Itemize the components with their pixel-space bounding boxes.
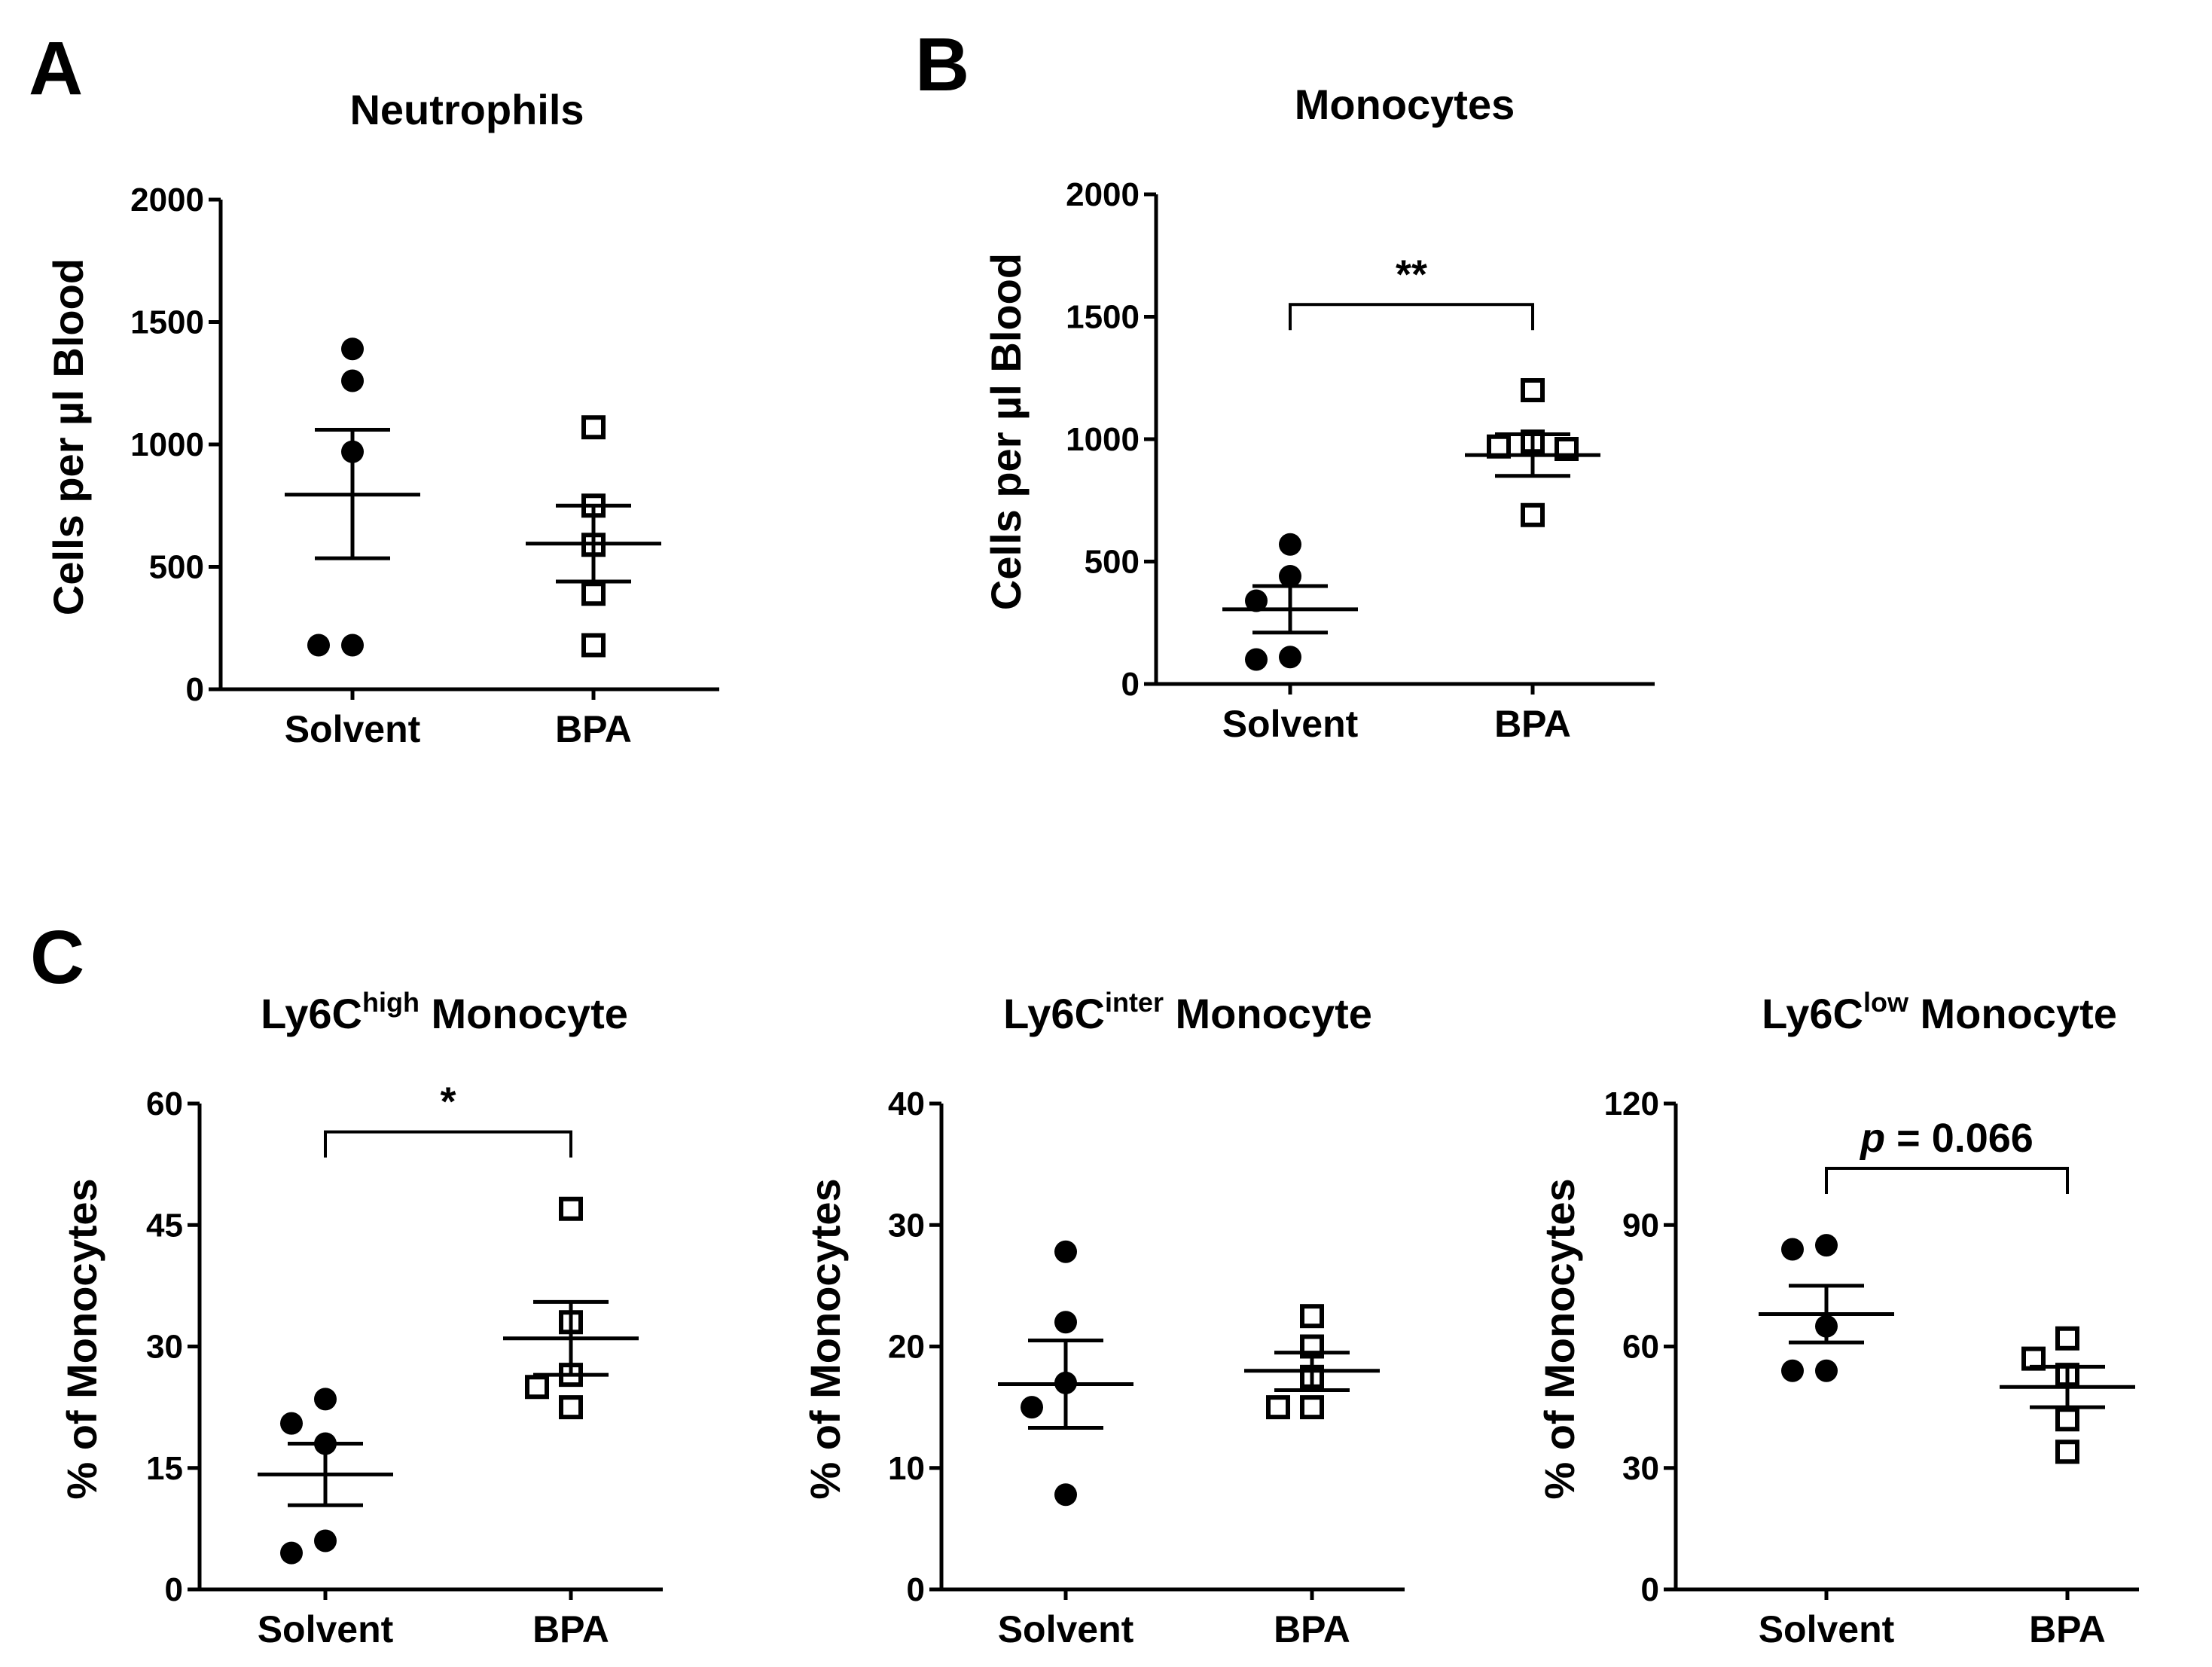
data-point-solvent <box>341 337 364 361</box>
data-point-solvent <box>1279 565 1301 588</box>
y-tick-label: 20 <box>888 1329 925 1366</box>
data-point-bpa <box>581 633 606 658</box>
data-point-solvent <box>314 1388 337 1411</box>
y-tick-label: 1500 <box>130 304 204 341</box>
y-tick-label: 1500 <box>1066 299 1140 336</box>
data-point-bpa <box>1521 378 1545 402</box>
data-point-bpa <box>559 1196 583 1221</box>
data-point-bpa <box>525 1375 549 1400</box>
data-point-bpa <box>1300 1304 1324 1329</box>
y-axis-label: % of Monocytes <box>801 1178 849 1499</box>
x-tick-label: BPA <box>532 1608 609 1650</box>
y-tick-label: 0 <box>1641 1571 1659 1608</box>
x-tick-label: BPA <box>2029 1608 2106 1650</box>
y-tick-label: 1000 <box>130 426 204 463</box>
chart-c3: Ly6Clow Monocyte 0 30 60 90 120 % of Monocytes… <box>1536 987 2139 1650</box>
y-axis-label: Cells per µl Blood <box>44 258 92 615</box>
y-tick-label: 40 <box>888 1085 925 1122</box>
significance-bracket <box>324 1130 572 1158</box>
y-tick-label: 0 <box>186 671 204 708</box>
significance-label: ** <box>1396 252 1427 297</box>
y-tick-label: 500 <box>149 549 204 586</box>
data-point-bpa <box>1300 1395 1324 1420</box>
y-tick-label: 60 <box>1622 1329 1659 1366</box>
y-tick-label: 45 <box>146 1207 183 1244</box>
y-axis-label: % of Monocytes <box>1536 1178 1583 1499</box>
data-point-bpa <box>559 1395 583 1420</box>
x-tick-label: Solvent <box>998 1608 1134 1650</box>
y-tick-label: 10 <box>888 1450 925 1487</box>
y-tick-label: 120 <box>1604 1085 1659 1122</box>
x-tick-label: BPA <box>1274 1608 1350 1650</box>
data-point-solvent <box>1054 1240 1077 1263</box>
data-point-solvent <box>280 1541 303 1565</box>
x-tick-label: BPA <box>555 708 632 750</box>
data-point-solvent <box>1021 1396 1043 1419</box>
y-tick-label: 90 <box>1622 1207 1659 1244</box>
y-tick-label: 0 <box>907 1571 925 1608</box>
data-point-solvent <box>280 1412 303 1435</box>
chart-b: Monocytes 0 500 1000 1500 2000 Cells per µl Bl… <box>982 81 1655 745</box>
data-point-bpa <box>581 582 606 606</box>
data-point-solvent <box>341 634 364 657</box>
data-point-solvent <box>1054 1483 1077 1507</box>
data-point-bpa <box>1521 502 1545 527</box>
y-tick-label: 1000 <box>1066 421 1140 458</box>
chart-title: Ly6Clow Monocyte <box>1762 987 2117 1037</box>
y-tick-label: 500 <box>1085 544 1140 581</box>
data-point-bpa <box>2055 1407 2079 1432</box>
chart-title: Ly6Chigh Monocyte <box>261 987 628 1037</box>
data-point-bpa <box>1266 1395 1290 1420</box>
data-point-solvent <box>307 634 330 657</box>
y-tick-label: 30 <box>1622 1450 1659 1487</box>
data-point-solvent <box>1245 648 1268 671</box>
data-point-bpa <box>2055 1326 2079 1351</box>
panel-letter-a: A <box>29 26 83 111</box>
x-tick-label: Solvent <box>1222 703 1359 745</box>
chart-title: Ly6Cinter Monocyte <box>1003 987 1372 1037</box>
y-tick-label: 2000 <box>130 182 204 218</box>
data-point-solvent <box>1054 1311 1077 1334</box>
data-point-bpa <box>1555 437 1579 461</box>
y-tick-label: 0 <box>165 1571 183 1608</box>
y-tick-label: 30 <box>888 1207 925 1244</box>
chart-a: Neutrophils 0 500 1000 1500 2000 Cells per µl … <box>44 86 719 750</box>
x-tick-label: Solvent <box>258 1608 394 1650</box>
chart-c2: Ly6Cinter Monocyte 0 10 20 30 40 % of Monocyte… <box>801 987 1405 1650</box>
y-axis-label: % of Monocytes <box>58 1178 105 1499</box>
chart-title: Monocytes <box>1295 81 1515 128</box>
data-point-solvent <box>1781 1238 1804 1261</box>
data-point-bpa <box>2055 1440 2079 1464</box>
data-point-solvent <box>1279 533 1301 556</box>
significance-label: * <box>440 1079 456 1125</box>
y-axis-label: Cells per µl Blood <box>982 253 1030 610</box>
significance-label: p = 0.066 <box>1859 1116 2034 1161</box>
x-tick-label: BPA <box>1494 703 1571 745</box>
x-tick-label: Solvent <box>285 708 421 750</box>
data-point-solvent <box>1245 589 1268 612</box>
chart-c1: Ly6Chigh Monocyte 0 15 30 45 60 % of Monocytes… <box>58 987 663 1650</box>
significance-bracket <box>1825 1167 2069 1194</box>
y-tick-label: 30 <box>146 1329 183 1366</box>
data-point-solvent <box>341 369 364 392</box>
data-point-solvent <box>1815 1234 1838 1257</box>
y-tick-label: 0 <box>1121 666 1140 703</box>
chart-title: Neutrophils <box>349 86 584 133</box>
data-point-solvent <box>1781 1359 1804 1382</box>
data-point-bpa <box>581 415 606 440</box>
data-point-solvent <box>1815 1359 1838 1382</box>
data-point-solvent <box>1279 646 1301 669</box>
y-tick-label: 60 <box>146 1085 183 1122</box>
y-tick-label: 2000 <box>1066 176 1140 213</box>
significance-bracket <box>1289 303 1534 331</box>
y-tick-label: 15 <box>146 1450 183 1487</box>
panel-letter-c: C <box>30 915 84 1000</box>
data-point-solvent <box>314 1529 337 1553</box>
panel-letter-b: B <box>915 23 969 107</box>
x-tick-label: Solvent <box>1759 1608 1895 1650</box>
